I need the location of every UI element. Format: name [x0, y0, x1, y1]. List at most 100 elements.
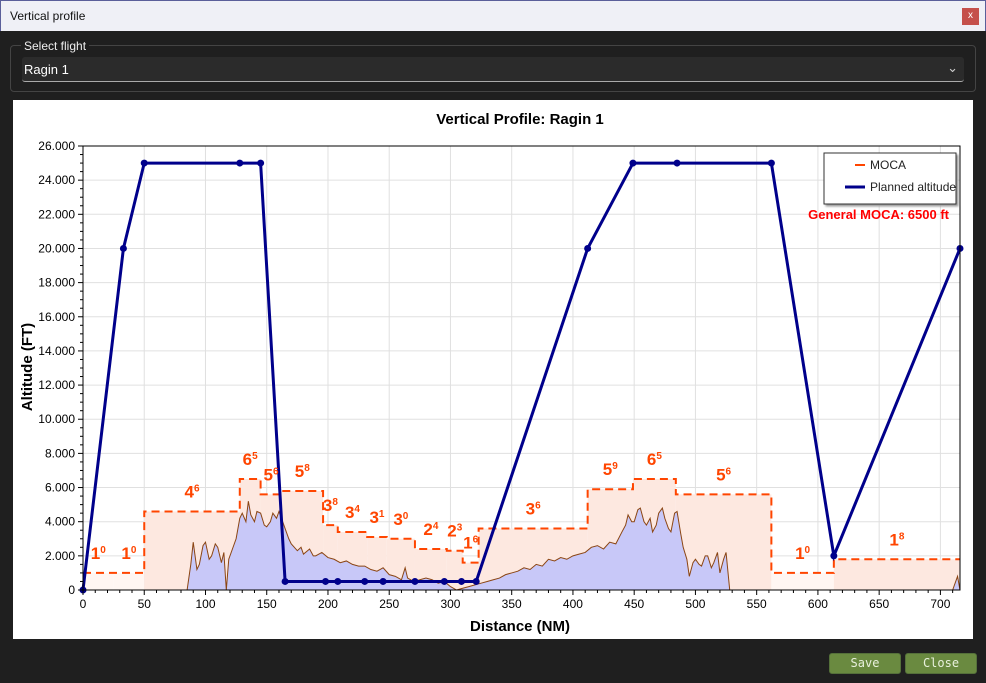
y-tick-label: 2.000 [45, 549, 75, 563]
planned-altitude-point [457, 577, 465, 585]
x-tick-label: 600 [808, 597, 828, 611]
y-tick-label: 26.000 [38, 139, 75, 153]
planned-altitude-point [257, 159, 265, 167]
planned-altitude-point [629, 159, 637, 167]
moca-label-superscript: 4 [433, 521, 439, 532]
moca-label: 59 [603, 460, 618, 479]
title-bar: Vertical profile x [0, 0, 986, 31]
planned-altitude-point [411, 577, 419, 585]
moca-label-superscript: 8 [899, 531, 905, 542]
planned-altitude-point [440, 577, 448, 585]
planned-altitude-point [281, 577, 289, 585]
planned-altitude-point [472, 577, 480, 585]
moca-label: 58 [295, 462, 310, 481]
moca-label: 65 [647, 450, 662, 469]
close-window-button[interactable]: x [962, 8, 979, 25]
planned-altitude-point [119, 244, 127, 252]
moca-label: 65 [243, 450, 258, 469]
x-tick-label: 500 [685, 597, 705, 611]
moca-label: 10 [795, 544, 810, 563]
chevron-down-icon[interactable]: ⌄ [947, 60, 958, 75]
y-tick-label: 14.000 [38, 344, 75, 358]
planned-altitude-point [379, 577, 387, 585]
flight-dropdown-value: Ragin 1 [24, 62, 69, 77]
window-title: Vertical profile [10, 9, 86, 23]
planned-altitude-point [584, 244, 592, 252]
moca-label-superscript: 5 [656, 451, 662, 462]
moca-label-superscript: 3 [457, 523, 463, 534]
moca-label-superscript: 6 [194, 483, 200, 494]
x-tick-label: 450 [624, 597, 644, 611]
y-tick-label: 6.000 [45, 481, 75, 495]
y-tick-label: 18.000 [38, 276, 75, 290]
y-tick-label: 8.000 [45, 446, 75, 460]
x-tick-label: 650 [869, 597, 889, 611]
moca-label: 10 [91, 544, 106, 563]
moca-label-superscript: 4 [354, 504, 360, 515]
terrain-fill [83, 501, 960, 590]
y-tick-label: 12.000 [38, 378, 75, 392]
moca-label: 16 [463, 534, 478, 553]
moca-fill [113, 572, 145, 590]
y-tick-label: 0 [68, 583, 75, 597]
y-tick-label: 10.000 [38, 412, 75, 426]
x-tick-label: 700 [930, 597, 950, 611]
moca-label: 31 [369, 508, 384, 527]
x-tick-label: 200 [318, 597, 338, 611]
moca-fill [833, 559, 960, 590]
moca-label-superscript: 9 [612, 461, 618, 472]
legend: MOCA Planned altitude [823, 152, 957, 205]
x-tick-label: 250 [379, 597, 399, 611]
x-tick-label: 550 [747, 597, 767, 611]
y-tick-label: 20.000 [38, 241, 75, 255]
moca-label-superscript: 5 [252, 451, 258, 462]
x-axis-label: Distance (NM) [470, 618, 570, 635]
y-tick-label: 4.000 [45, 515, 75, 529]
x-tick-label: 0 [80, 597, 87, 611]
y-tick-label: 22.000 [38, 207, 75, 221]
flight-dropdown[interactable]: Ragin 1 ⌄ [22, 57, 964, 82]
legend-planned: Planned altitude [870, 180, 956, 194]
moca-label: 34 [345, 503, 360, 522]
select-flight-group: Select flight Ragin 1 ⌄ [10, 39, 976, 92]
moca-label: 18 [889, 530, 904, 549]
moca-label: 24 [423, 520, 438, 539]
legend-box [823, 152, 957, 205]
moca-label-superscript: 0 [131, 545, 137, 556]
save-button[interactable]: Save [829, 653, 901, 674]
x-tick-label: 300 [440, 597, 460, 611]
chart-title: Vertical Profile: Ragin 1 [436, 111, 604, 128]
select-flight-label: Select flight [21, 39, 90, 53]
moca-fill [771, 572, 834, 590]
moca-label-superscript: 6 [473, 535, 479, 546]
planned-altitude-point [361, 577, 369, 585]
moca-label-superscript: 0 [805, 545, 811, 556]
x-tick-label: 100 [195, 597, 215, 611]
planned-altitude-point [140, 159, 148, 167]
y-tick-label: 24.000 [38, 173, 75, 187]
moca-label-superscript: 1 [379, 509, 385, 520]
planned-altitude-point [334, 577, 342, 585]
planned-altitude-point [673, 159, 681, 167]
planned-altitude-point [236, 159, 244, 167]
moca-label: 23 [447, 522, 462, 541]
moca-label-superscript: 6 [726, 466, 732, 477]
moca-label-superscript: 6 [273, 466, 279, 477]
moca-label: 56 [264, 465, 279, 484]
moca-label-superscript: 8 [304, 463, 310, 474]
close-button[interactable]: Close [905, 653, 977, 674]
y-tick-label: 16.000 [38, 310, 75, 324]
moca-label-superscript: 0 [100, 545, 106, 556]
moca-label: 46 [184, 482, 199, 501]
planned-altitude-point [322, 577, 330, 585]
moca-label-superscript: 8 [332, 497, 338, 508]
moca-label: 56 [716, 465, 731, 484]
plot-frame [82, 145, 961, 591]
moca-label: 36 [526, 500, 541, 519]
planned-altitude-point [767, 159, 775, 167]
chart-svg: Vertical Profile: Ragin 1 Distance (NM) … [19, 111, 964, 635]
moca-label: 10 [121, 544, 136, 563]
y-axis-label: Altitude (FT) [19, 323, 36, 411]
moca-label-superscript: 6 [535, 501, 541, 512]
moca-label: 38 [323, 496, 338, 515]
